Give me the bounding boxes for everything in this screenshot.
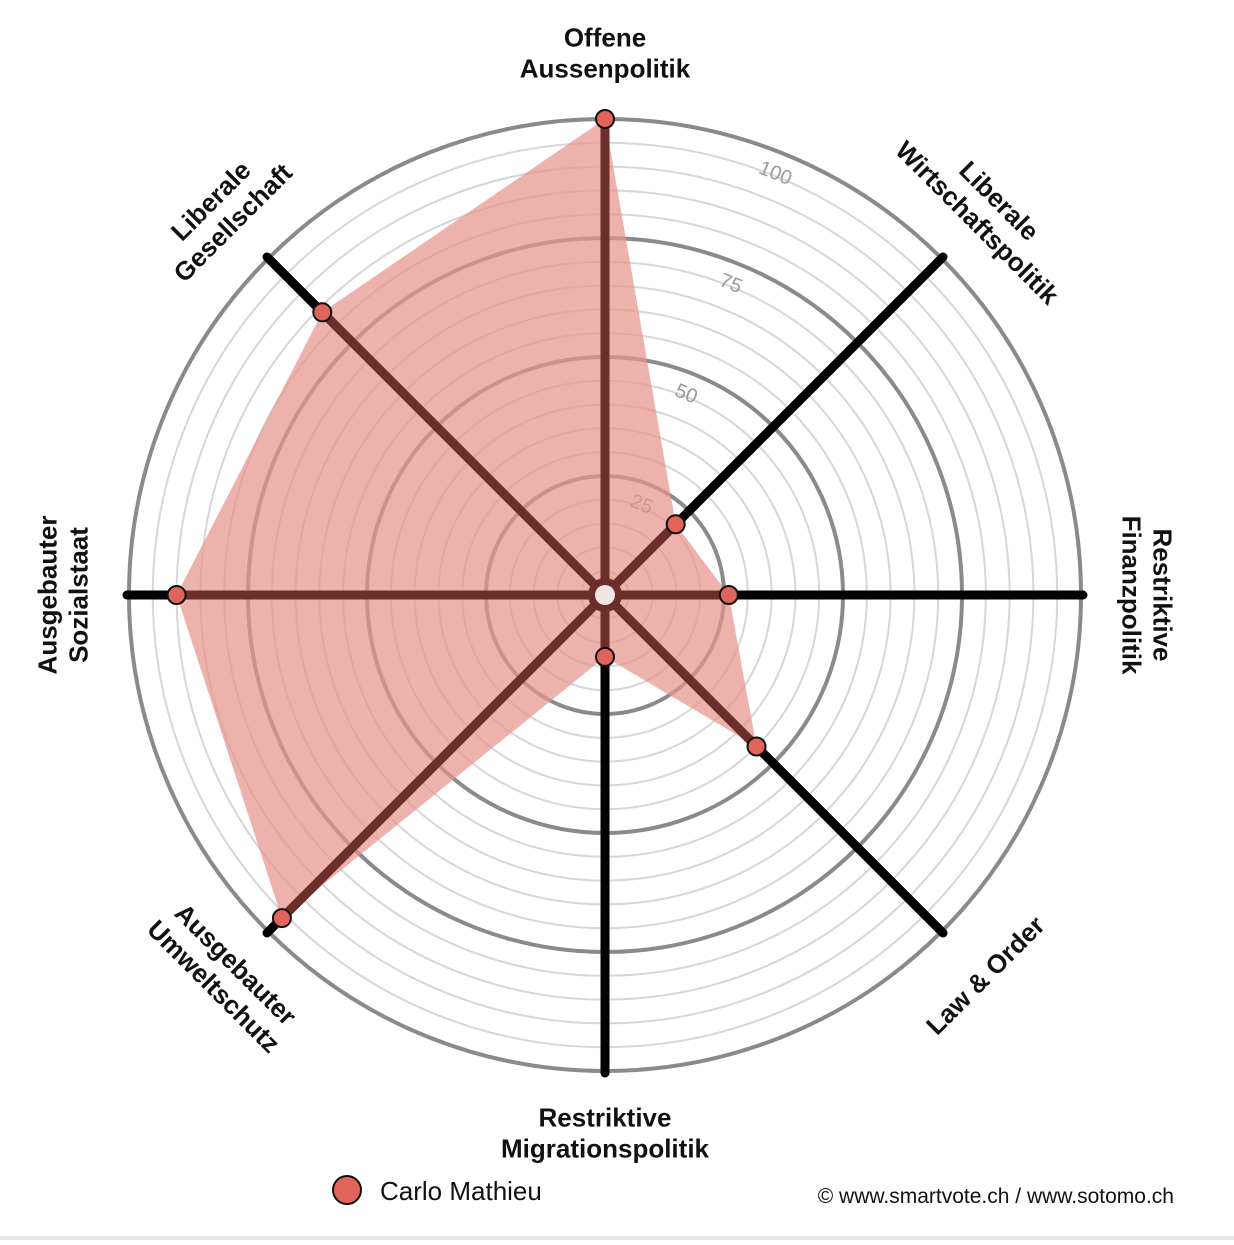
bottom-divider	[0, 1236, 1234, 1240]
legend: Carlo Mathieu	[332, 1175, 542, 1206]
data-point	[312, 302, 333, 323]
series-spoke	[601, 591, 760, 750]
legend-label: Carlo Mathieu	[380, 1176, 542, 1206]
data-point	[665, 514, 686, 535]
axis-label-line: Restriktive	[539, 1102, 672, 1132]
series-layer	[166, 109, 767, 929]
axis-label-line: Offene	[564, 22, 646, 52]
series-spoke	[319, 309, 609, 599]
axis-label-line: Aussenpolitik	[520, 53, 691, 83]
axis-label-line: Sozialstaat	[63, 527, 93, 663]
data-point	[595, 109, 615, 129]
data-point	[746, 736, 767, 757]
data-point	[718, 585, 739, 605]
axis-label-line: Finanzpolitik	[1117, 516, 1147, 675]
data-point	[271, 908, 292, 929]
axis-label-line: Migrationspolitik	[501, 1133, 710, 1163]
tick-label: 50	[672, 380, 701, 409]
data-point	[595, 646, 615, 667]
credit-text: © www.smartvote.ch / www.sotomo.ch	[818, 1185, 1174, 1208]
axis-label-line: Restriktive	[1148, 529, 1178, 662]
center-hub-inner	[595, 585, 615, 605]
tick-label: 75	[716, 269, 745, 298]
legend-marker	[332, 1175, 362, 1205]
axis-label-line: Ausgebauter	[32, 516, 62, 675]
tick-label: 100	[756, 157, 795, 190]
series-spoke	[278, 591, 609, 922]
axis-label: Ausgebauter Sozialstaat	[32, 516, 93, 675]
data-point	[166, 585, 187, 605]
